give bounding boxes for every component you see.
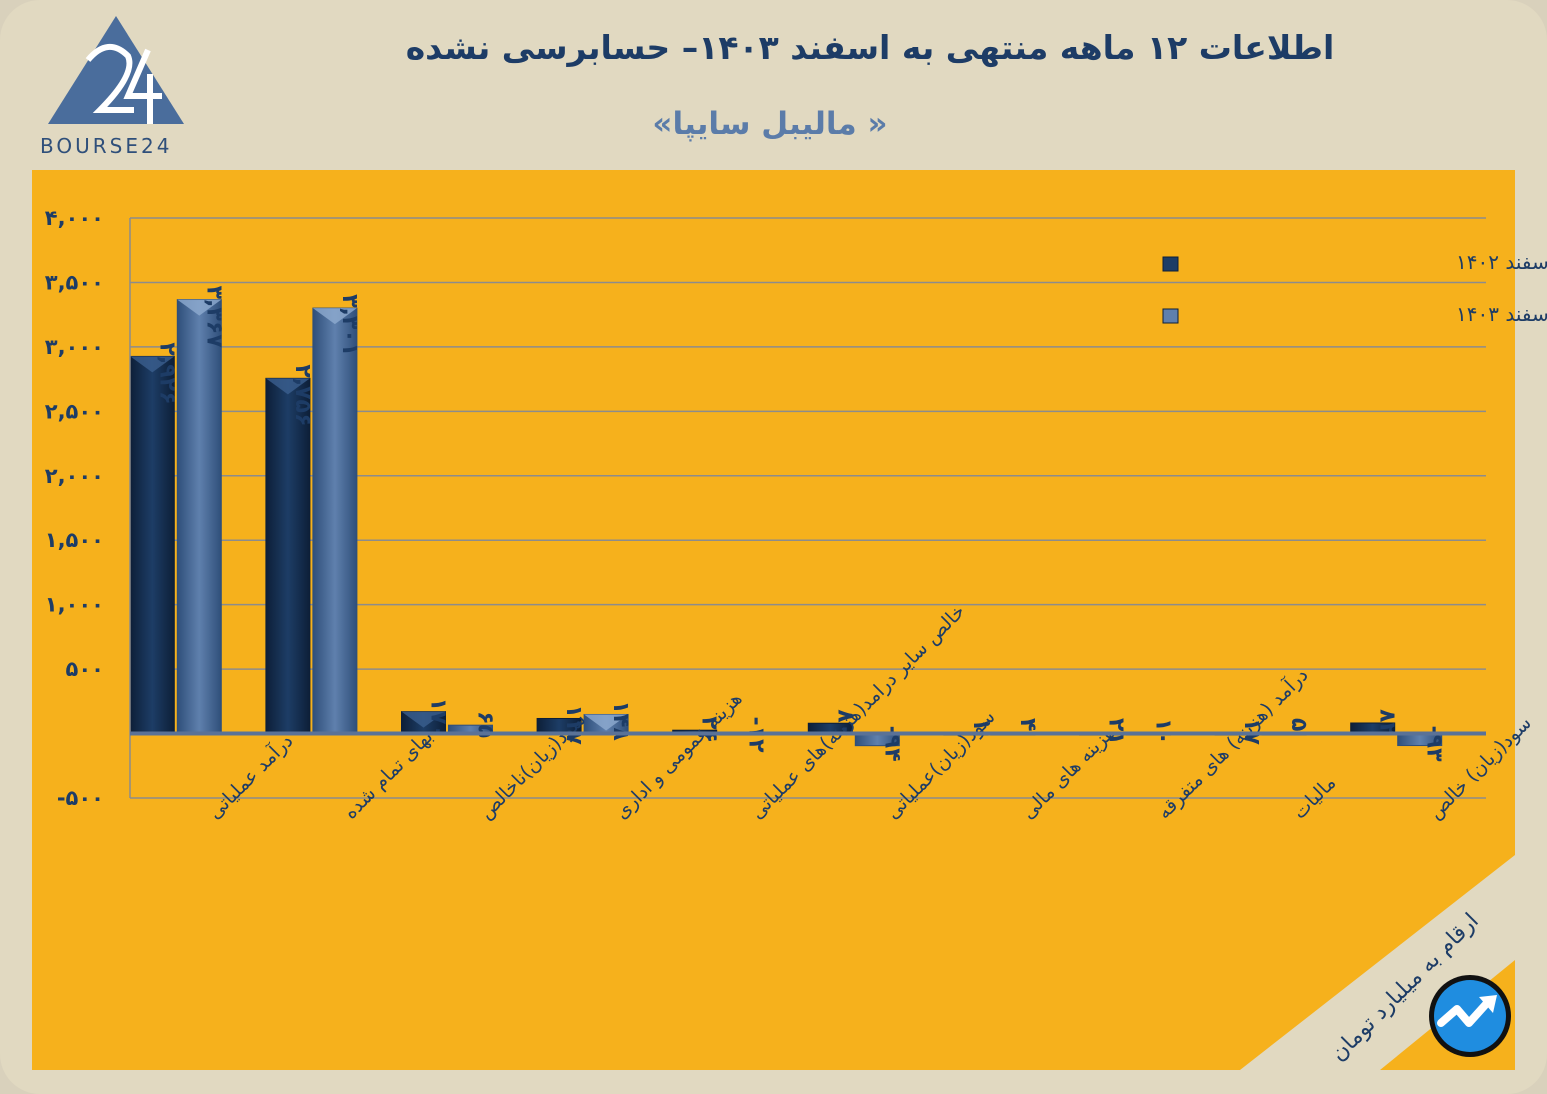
bar-cap — [265, 378, 310, 395]
y-tick-label: ۱,۰۰۰ — [45, 593, 104, 617]
y-tick-label: ۱,۵۰۰ — [45, 528, 104, 552]
bar-cap — [312, 308, 357, 325]
bar-value-label: ۲۱ — [1104, 718, 1129, 745]
bar-value-label: ۲,۹۲۶ — [154, 342, 179, 404]
y-tick-label: -۵۰۰ — [57, 786, 104, 810]
label-layer: ۲,۹۲۶ ۳,۳۶۷ درآمد عملیاتی ۲,۷۵۶ ۳,۳۰۱ بهای تم… — [154, 286, 1536, 824]
y-tick-label: ۲,۰۰۰ — [45, 464, 104, 488]
y-tick-label: ۳,۰۰۰ — [45, 335, 104, 359]
bar-value-label: ۱ — [968, 718, 993, 731]
bar — [129, 355, 175, 735]
x-category-label: بهای تمام شده — [339, 726, 437, 824]
chart-legend: عملکرد منتهی به اسفند ۱۴۰۲ عملکرد منتهی ب… — [1162, 250, 1547, 326]
y-tick-label: ۲,۵۰۰ — [45, 399, 104, 423]
bar-value-label: ۲۶ — [697, 716, 722, 743]
bar-value-label: ۳,۳۰۱ — [337, 294, 362, 356]
y-tick-label: ۳,۵۰۰ — [45, 270, 104, 294]
bar-value-label: ۱۰ — [1151, 718, 1176, 745]
bar-value-label: ۵ — [1286, 718, 1311, 731]
bar-value-label: ۱۷۰ — [426, 698, 451, 738]
legend-label: عملکرد منتهی به اسفند ۱۴۰۲ — [1456, 250, 1547, 274]
panel-corner-stripe — [1240, 855, 1515, 1070]
bar-value-label: ۴ — [1015, 718, 1040, 731]
bar — [265, 377, 311, 735]
brand-badge-icon — [1429, 975, 1511, 1057]
legend-swatch — [1162, 308, 1179, 324]
bar-value-label: ۳,۳۶۷ — [201, 286, 226, 349]
legend-label: عملکرد منتهی به اسفند ۱۴۰۳ — [1456, 302, 1547, 326]
page-title: اطلاعات ۱۲ ماهه منتهی به اسفند ۱۴۰۳– حسا… — [405, 28, 1335, 67]
bar-value-label: ۱۱۷ — [561, 704, 586, 745]
bar — [312, 307, 358, 735]
x-category-label: درآمد عملیاتی — [202, 729, 297, 824]
logo-text: BOURSE24 — [40, 134, 173, 158]
bar-value-label: -۹۳ — [1422, 726, 1447, 763]
legend-swatch — [1162, 256, 1179, 272]
bar-cap — [177, 299, 222, 316]
y-tick-label: ۵۰۰ — [66, 657, 104, 681]
bar-layer — [129, 299, 1443, 747]
y-tick-label: ۴,۰۰۰ — [45, 206, 104, 230]
page-subtitle: « مالیبل سایپا» — [652, 106, 888, 142]
bar-cap — [130, 356, 175, 373]
bourse24-logo — [48, 16, 184, 124]
axis-layer: ۴,۰۰۰ ۳,۵۰۰ ۳,۰۰۰ ۲,۵۰۰ ۲,۰۰۰ ۱,۵۰۰ ۱,۰۰۰ ۵۰۰ -۵… — [45, 206, 1486, 810]
bar-cap — [401, 711, 446, 728]
bar — [176, 299, 222, 735]
bar-value-label: ۲,۷۵۶ — [290, 364, 315, 426]
bar-value-label: -۹۴ — [879, 726, 904, 762]
bar-cap — [584, 714, 629, 731]
